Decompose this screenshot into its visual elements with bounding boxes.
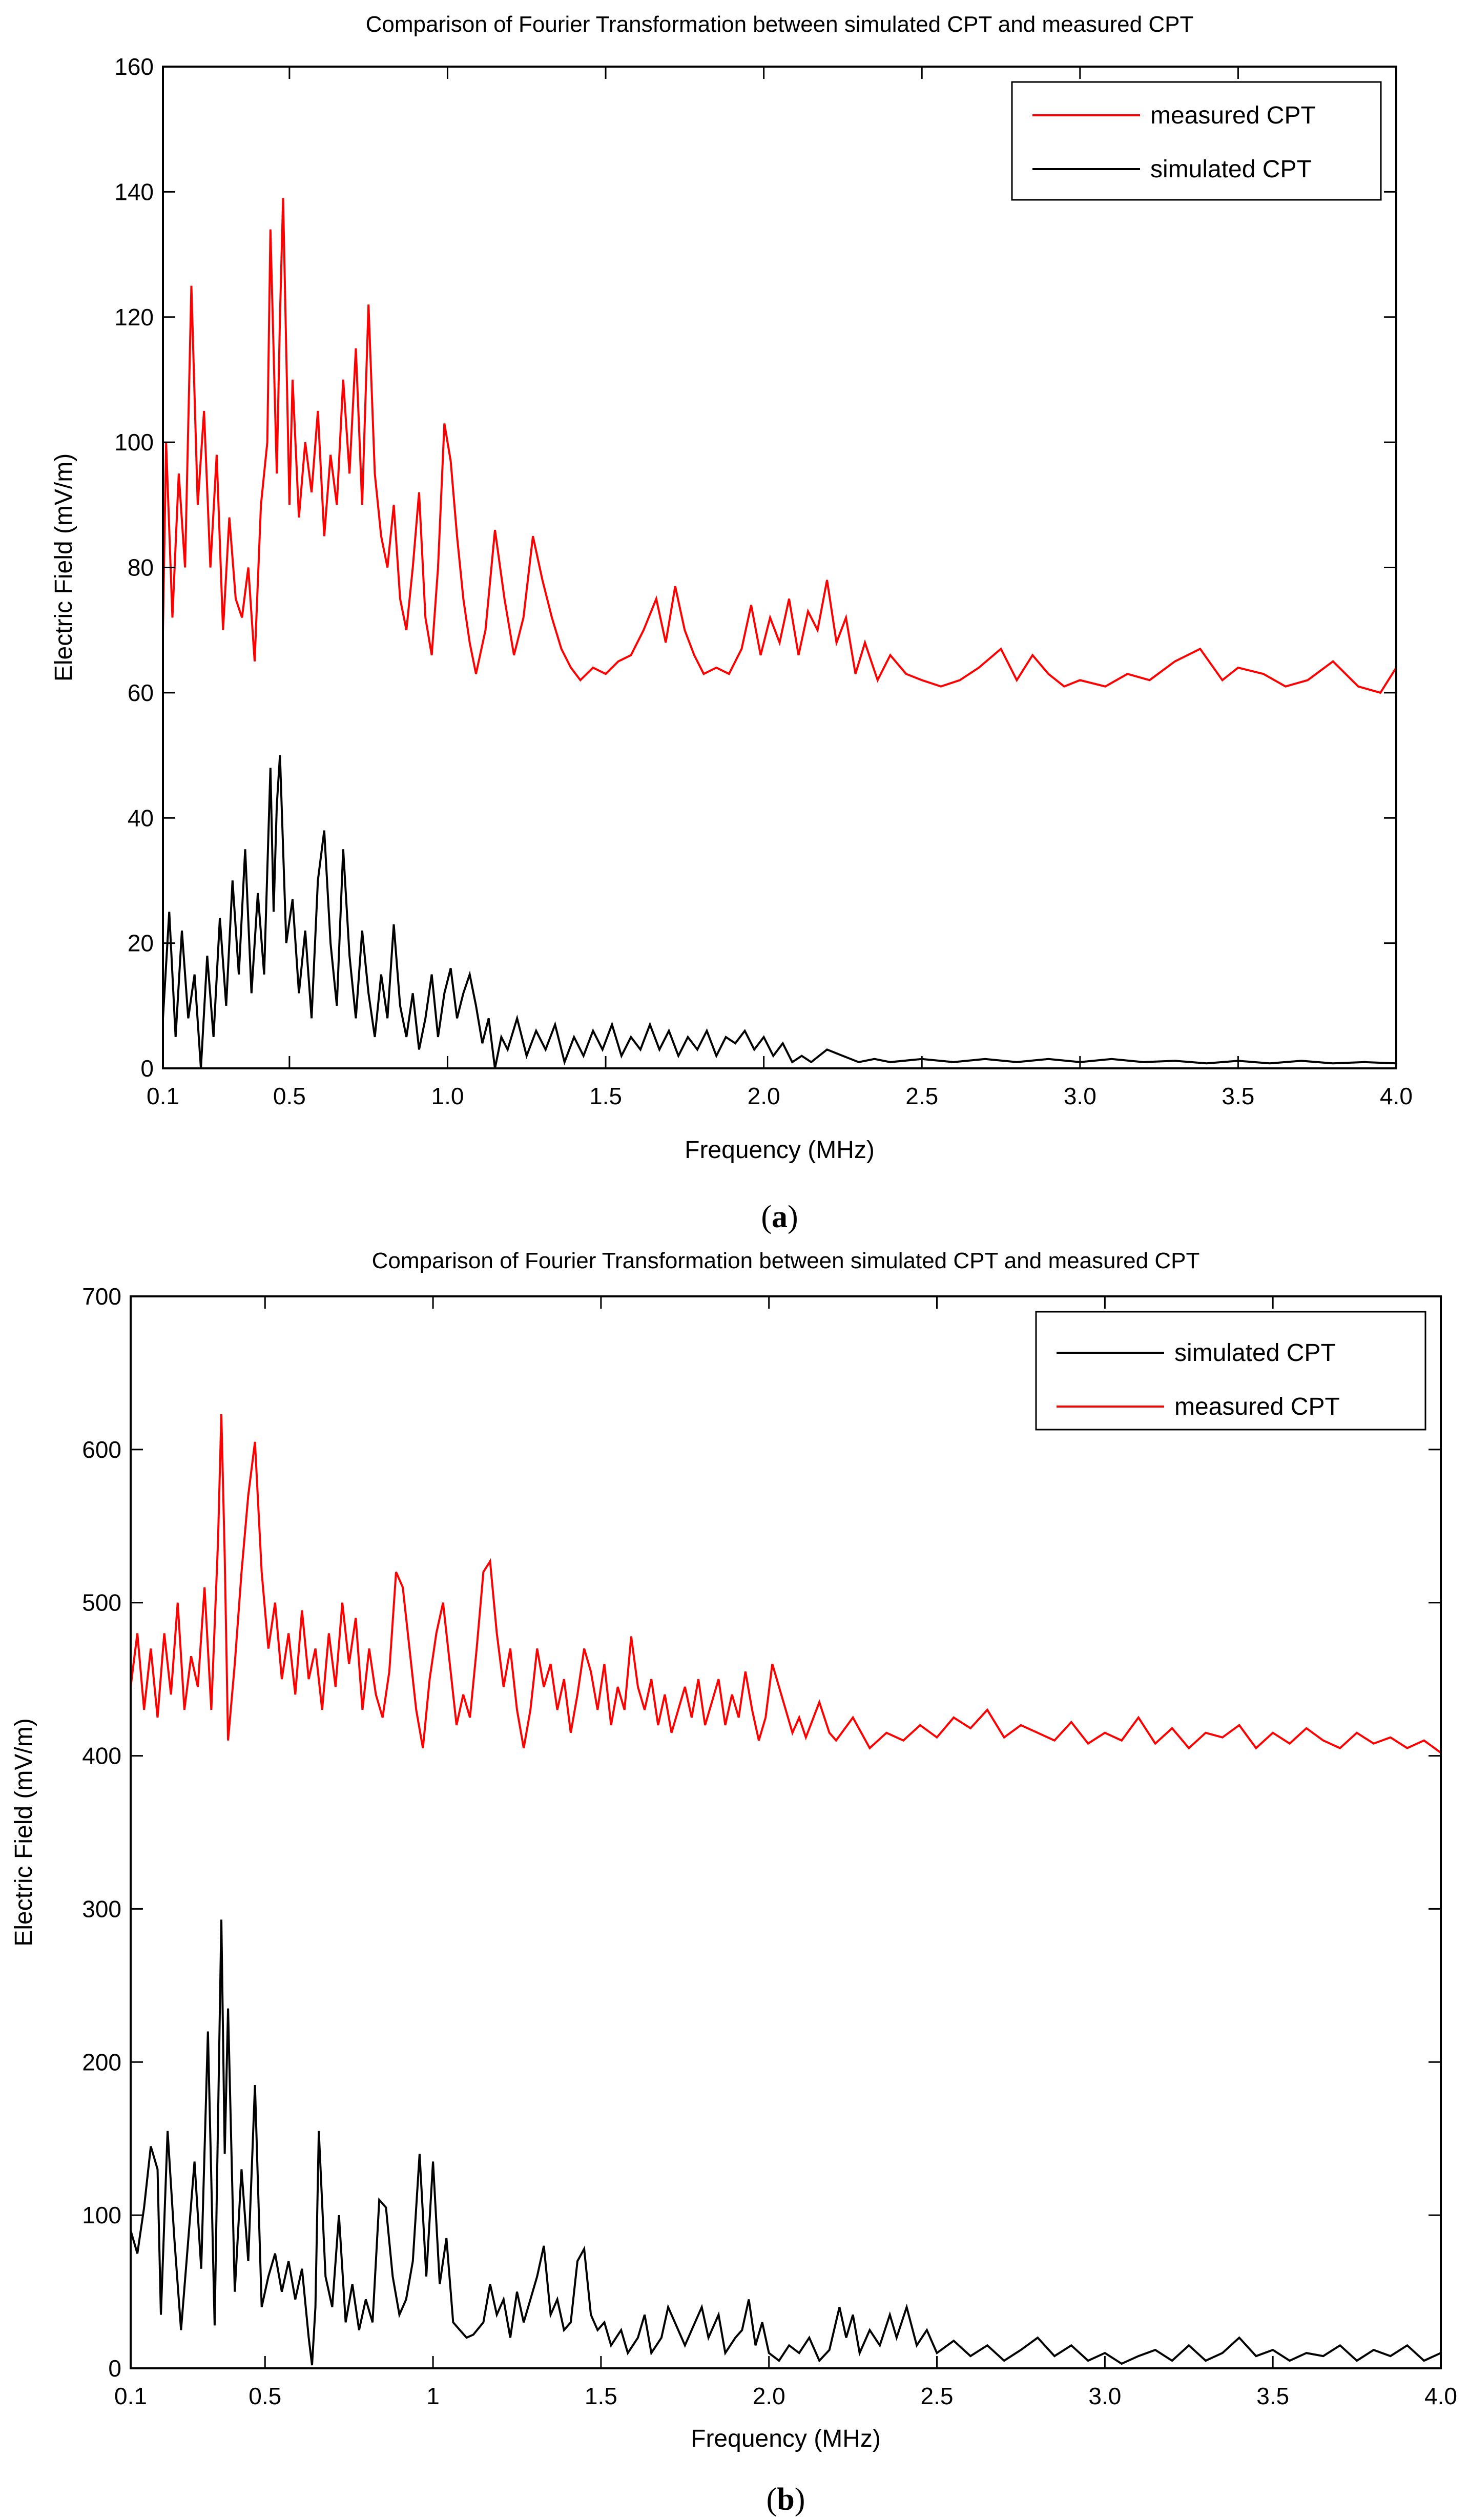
y-tick-label: 700 (82, 1283, 121, 1310)
y-tick-label: 300 (82, 1895, 121, 1922)
y-tick-label: 140 (114, 178, 154, 205)
y-tick-label: 80 (128, 554, 154, 581)
y-tick-label: 100 (82, 2202, 121, 2228)
y-tick-label: 20 (128, 930, 154, 957)
y-axis-label: Electric Field (mV/m) (10, 1718, 37, 1946)
x-tick-label: 1.5 (589, 1083, 622, 1109)
legend-box (1035, 1311, 1426, 1431)
figure-caption: (b) (767, 2482, 805, 2517)
caption-letter: a (772, 1200, 788, 1234)
figure-caption: (a) (761, 1200, 798, 1234)
x-tick-label: 2.0 (748, 1083, 780, 1109)
x-tick-label: 2.0 (753, 2383, 785, 2409)
y-tick-label: 600 (82, 1436, 121, 1463)
x-tick-label: 1.5 (585, 2383, 617, 2409)
y-tick-label: 0 (140, 1055, 154, 1082)
x-tick-label: 4.0 (1424, 2383, 1457, 2409)
legend-label: measured CPT (1150, 102, 1316, 129)
plot-frame (130, 1295, 1442, 2369)
y-tick-label: 400 (82, 1743, 121, 1769)
legend-box (1011, 81, 1382, 201)
x-tick-label: 0.1 (114, 2383, 147, 2409)
x-tick-label: 3.5 (1256, 2383, 1289, 2409)
x-tick-label: 2.5 (905, 1083, 938, 1109)
series-line-simulated-cpt (163, 755, 1396, 1068)
legend-label: measured CPT (1174, 1393, 1340, 1420)
series-line-measured-cpt (163, 198, 1396, 694)
chart-a: Comparison of Fourier Transformation bet… (50, 12, 1413, 1234)
series-line-simulated-cpt (131, 1919, 1441, 2366)
y-tick-label: 200 (82, 2049, 121, 2075)
y-tick-label: 0 (108, 2355, 121, 2382)
y-axis-label: Electric Field (mV/m) (50, 453, 77, 681)
x-tick-label: 0.1 (147, 1083, 179, 1109)
y-tick-label: 160 (114, 53, 154, 80)
y-tick-label: 60 (128, 679, 154, 706)
x-tick-label: 3.0 (1088, 2383, 1121, 2409)
x-tick-label: 0.5 (273, 1083, 306, 1109)
x-tick-label: 3.0 (1064, 1083, 1096, 1109)
x-tick-label: 3.5 (1222, 1083, 1254, 1109)
legend: simulated CPT measured CPT (1035, 1311, 1426, 1431)
series-line-measured-cpt (131, 1414, 1441, 1754)
legend-label: simulated CPT (1174, 1339, 1336, 1367)
x-tick-label: 1.0 (431, 1083, 464, 1109)
caption-letter: b (777, 2482, 794, 2517)
legend-label: simulated CPT (1150, 156, 1312, 183)
y-tick-label: 40 (128, 804, 154, 831)
legend: measured CPT simulated CPT (1011, 81, 1382, 201)
y-tick-label: 100 (114, 429, 154, 456)
x-axis-label: Frequency (MHz) (685, 1137, 875, 1164)
chart-title: Comparison of Fourier Transformation bet… (372, 1248, 1200, 1273)
chart-b: Comparison of Fourier Transformation bet… (10, 1248, 1457, 2517)
y-tick-label: 500 (82, 1589, 121, 1616)
x-tick-label: 2.5 (921, 2383, 954, 2409)
chart-title: Comparison of Fourier Transformation bet… (366, 12, 1194, 37)
x-tick-label: 1 (426, 2383, 440, 2409)
x-axis-label: Frequency (MHz) (691, 2425, 881, 2452)
x-tick-label: 4.0 (1380, 1083, 1413, 1109)
y-tick-label: 120 (114, 304, 154, 331)
x-tick-label: 0.5 (249, 2383, 281, 2409)
